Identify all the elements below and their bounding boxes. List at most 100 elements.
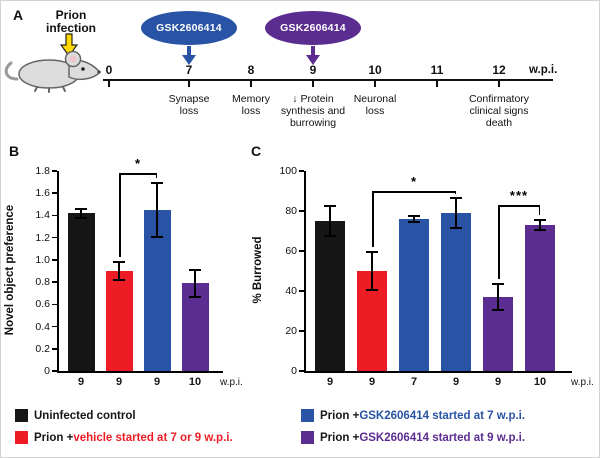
significance-bracket (372, 191, 456, 193)
timeline-unit-label: w.p.i. (529, 64, 558, 76)
timeline-tick (188, 81, 190, 87)
timeline-event: Synapse loss (168, 93, 210, 118)
x-tick-label: 9 (153, 376, 161, 388)
timeline-axis (103, 79, 553, 81)
significance-stars: * (410, 174, 418, 189)
drug-ellipse-week9: GSK2606414 (265, 11, 361, 45)
legend-item: Prion + vehicle started at 7 or 9 w.p.i. (15, 431, 233, 444)
x-tick-label: 9 (368, 376, 376, 388)
error-bar (194, 268, 196, 298)
legend-item: Uninfected control (15, 409, 233, 422)
chart-c-xaxis (304, 371, 572, 373)
error-bar (413, 215, 415, 223)
timeline-tick (250, 81, 252, 87)
timeline-week-label: 10 (368, 63, 382, 77)
error-bar-cap (492, 283, 504, 285)
legend-text: vehicle started at 7 or 9 w.p.i. (73, 431, 233, 444)
drug-arrow-week7-icon (182, 46, 196, 65)
drug-label-week9: GSK2606414 (280, 22, 346, 34)
timeline-event: Memory loss (232, 93, 270, 118)
significance-stars: * (134, 156, 142, 172)
legend-text: Prion + (34, 431, 74, 444)
y-tick-mark (299, 170, 304, 172)
y-tick-mark (52, 370, 57, 372)
significance-bracket-leg (454, 191, 456, 194)
chart-c-yaxis (304, 171, 306, 373)
y-tick-label: 0.6 (35, 298, 50, 311)
error-bar-cap (408, 215, 420, 217)
timeline-week-label: 9 (309, 63, 317, 77)
legend-text: Uninfected control (34, 409, 136, 422)
arrow-head (306, 55, 320, 65)
bar (441, 213, 471, 371)
y-tick-label: 1.6 (35, 187, 50, 200)
legend-text: Prion + (320, 409, 360, 422)
x-axis-unit-label: w.p.i. (571, 377, 594, 388)
error-bar-cap (151, 235, 163, 238)
timeline-week-label: 12 (492, 63, 506, 77)
chart-b-plot: 0 0.2 0.4 0.6 0.8 1.0 1.2 1.4 1.6 1.8 9 9 9 10 w.p.i. * (35, 156, 242, 388)
legend-item: Prion + GSK2606414 started at 9 w.p.i. (301, 431, 525, 444)
x-tick-label: 9 (77, 376, 85, 388)
panel-c-label: C (251, 143, 262, 159)
y-tick-mark (52, 259, 57, 261)
timeline-tick (108, 81, 110, 87)
error-bar-cap (534, 229, 546, 231)
y-tick-label: 1.2 (35, 231, 50, 244)
chart-c-plot: 0 20 40 60 80 100 9 9 7 9 9 10 w.p.i. * *** (279, 165, 593, 388)
bar (315, 221, 345, 371)
chart-b-ylabel: Novel object preference (4, 204, 16, 336)
bar (181, 283, 209, 371)
error-bar-cap (75, 207, 87, 210)
legend-text: Prion + (320, 431, 360, 444)
timeline-tick (312, 81, 314, 87)
error-bar (539, 219, 541, 231)
timeline-tick (498, 81, 500, 87)
error-bar-cap (189, 295, 201, 298)
y-tick-label: 1.8 (35, 165, 50, 177)
drug-ellipse-week7: GSK2606414 (141, 11, 237, 45)
y-tick-mark (52, 170, 57, 172)
legend-swatch (301, 409, 314, 422)
y-tick-label: 0.8 (35, 276, 50, 289)
significance-bracket-leg (155, 173, 157, 179)
y-tick-mark (52, 214, 57, 217)
y-tick-mark (299, 330, 304, 332)
timeline-week-label: 0 (105, 63, 113, 77)
error-bar-cap (113, 279, 125, 281)
significance-bracket-leg (119, 173, 121, 257)
y-tick-label: 0.2 (35, 342, 50, 355)
chart-c-ylabel: % Burrowed (252, 236, 264, 304)
error-bar (156, 182, 158, 238)
error-bar-cap (534, 219, 546, 221)
y-tick-mark (52, 192, 57, 194)
y-tick-mark (52, 325, 57, 328)
significance-bracket (119, 173, 157, 175)
arrow-head (182, 55, 196, 65)
arrow-stem (311, 46, 315, 55)
drug-arrow-week9-icon (306, 46, 320, 65)
error-bar-cap (366, 251, 378, 253)
significance-bracket-leg (498, 205, 500, 279)
y-tick-label: 0.4 (35, 320, 50, 333)
significance-stars: *** (509, 188, 529, 203)
y-tick-label: 0 (44, 365, 50, 377)
legend-text: GSK2606414 started at 9 w.p.i. (359, 431, 526, 444)
y-tick-mark (52, 281, 57, 283)
legend-swatch (15, 409, 28, 422)
bar (105, 271, 133, 371)
error-bar-cap (113, 261, 125, 263)
timeline-event: ↓ Protein synthesis and burrowing (280, 93, 346, 130)
error-bar-cap (324, 205, 336, 207)
timeline-event: Neuronal loss (353, 93, 397, 118)
error-bar (118, 261, 120, 281)
error-bar-cap (366, 289, 378, 291)
significance-bracket-leg (538, 205, 540, 215)
significance-bracket-leg (372, 191, 374, 247)
significance-bracket (498, 205, 540, 207)
error-bar-cap (450, 197, 462, 199)
y-tick-mark (299, 370, 304, 372)
x-tick-label: 7 (410, 376, 418, 388)
timeline-week-label: 11 (430, 63, 444, 77)
